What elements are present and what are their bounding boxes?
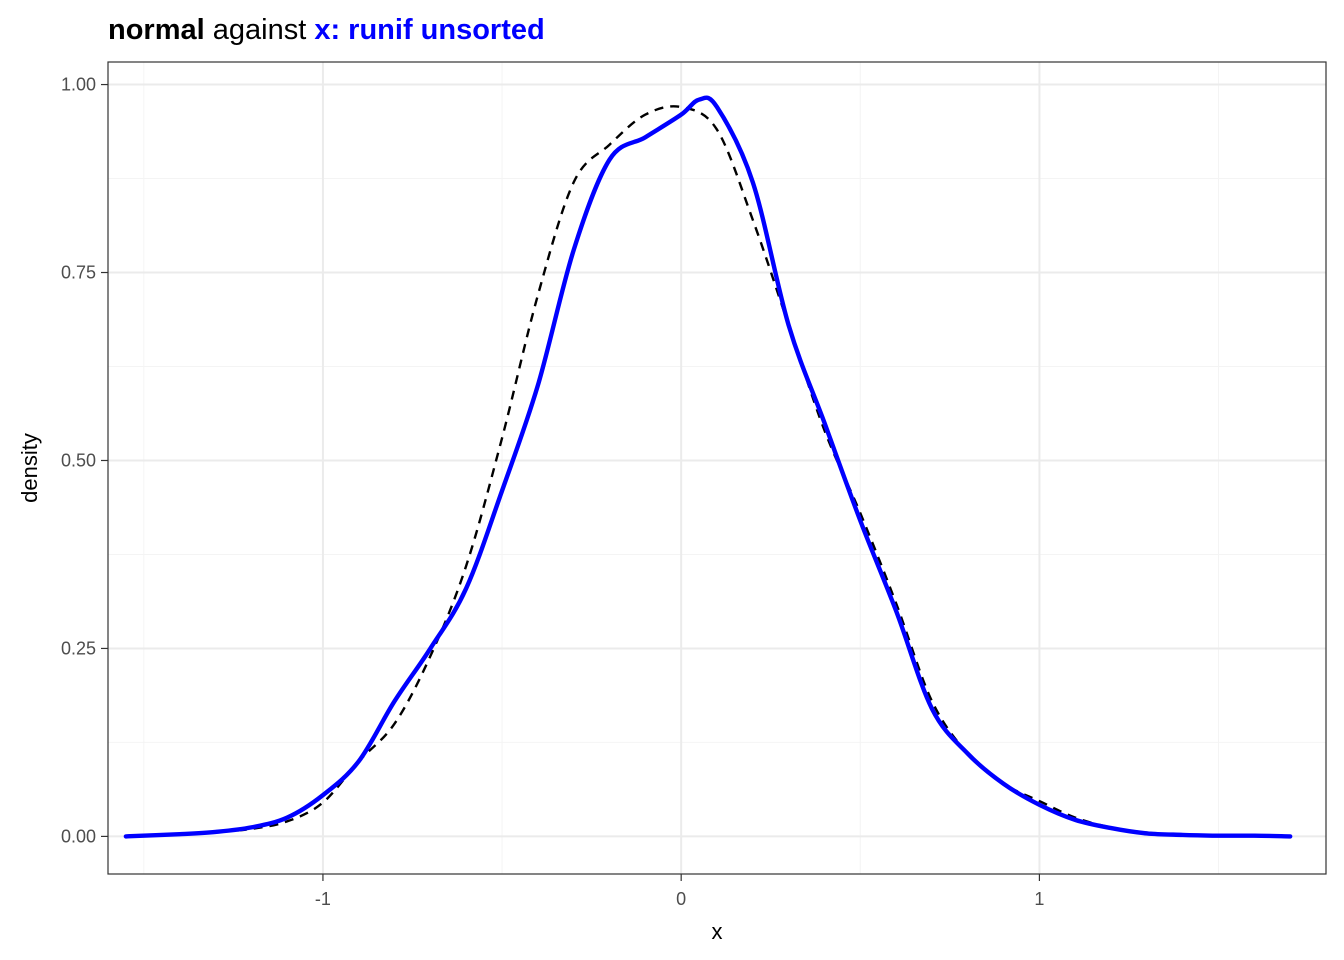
x-axis-ticks: -1 0 1 [315,874,1044,909]
y-axis-ticks: 0.00 0.25 0.50 0.75 1.00 [61,75,108,846]
y-axis-title: density [17,433,42,503]
y-tick-label: 0.00 [61,826,96,846]
y-tick-label: 1.00 [61,75,96,95]
chart-title-runif: x: runif unsorted [314,14,544,46]
chart-title: normal against x: runif unsorted [108,14,545,46]
x-tick-label: 0 [676,889,686,909]
runif-density-line [123,95,1293,839]
major-gridlines [108,62,1326,874]
density-series [123,95,1293,839]
normal-density-line [125,105,1291,838]
chart-title-against: against [205,14,315,46]
y-tick-label: 0.75 [61,263,96,283]
y-tick-label: 0.25 [61,638,96,658]
y-tick-label: 0.50 [61,450,96,470]
x-tick-label: -1 [315,889,331,909]
x-axis-title: x [712,919,723,944]
x-tick-label: 1 [1034,889,1044,909]
minor-gridlines [108,62,1326,874]
panel-border [107,61,1327,875]
chart-title-normal: normal [108,14,205,46]
